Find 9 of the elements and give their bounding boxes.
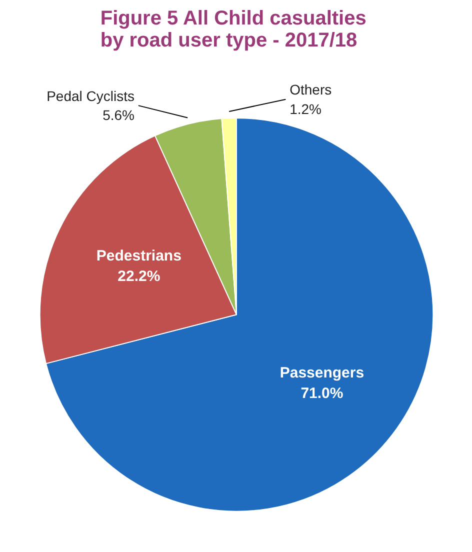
data-label: 5.6% xyxy=(102,107,135,124)
data-label: 22.2% xyxy=(118,268,160,286)
chart-title: Figure 5 All Child casualties by road user type - 2017/18 xyxy=(100,8,366,52)
slice-label: Pedal Cyclists xyxy=(46,88,134,104)
data-label: 1.2% xyxy=(290,100,322,117)
slice-label: Passengers xyxy=(280,364,364,382)
slice-label: Pedestrians xyxy=(96,248,182,265)
data-label: 71.0% xyxy=(300,384,344,402)
slice-label: Others xyxy=(290,82,332,98)
